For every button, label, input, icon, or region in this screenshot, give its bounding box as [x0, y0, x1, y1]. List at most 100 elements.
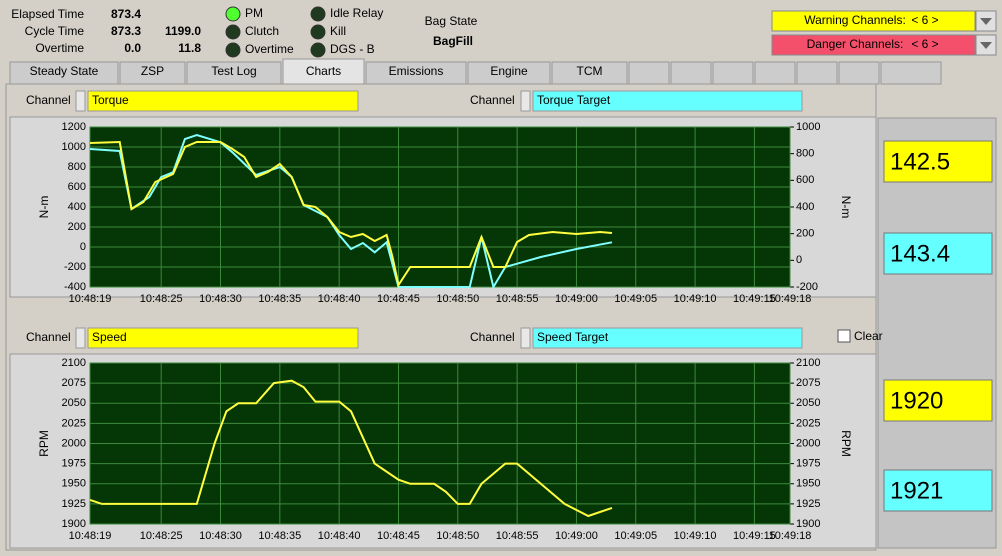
y-tick-label: 2050	[62, 397, 86, 409]
y2-tick-label: -200	[796, 281, 818, 293]
x-tick-label: 10:48:45	[377, 530, 420, 542]
status-value: 0.0	[124, 41, 141, 55]
y-tick-label: 2075	[62, 377, 86, 389]
x-tick-label: 10:49:18	[769, 293, 812, 305]
readout-box	[883, 140, 993, 183]
x-tick-label: 10:49:00	[555, 530, 598, 542]
x-tick-label: 10:49:15	[733, 530, 776, 542]
dropdown-arrow	[980, 42, 992, 49]
clear-label: Clear	[854, 329, 883, 343]
x-tick-label: 10:48:19	[69, 293, 112, 305]
x-tick-label: 10:48:35	[258, 530, 301, 542]
tab[interactable]	[551, 61, 628, 85]
y-tick-label: 1000	[62, 141, 86, 153]
led	[225, 42, 241, 58]
x-tick-label: 10:48:30	[199, 530, 242, 542]
y-axis-label: RPM	[37, 430, 51, 457]
readout-value: 1920	[890, 387, 943, 414]
alert-label: Warning Channels:	[804, 13, 906, 27]
tab[interactable]	[282, 58, 365, 85]
channel-spinner[interactable]	[520, 90, 531, 112]
x-tick-label: 10:49:18	[769, 530, 812, 542]
readout-value: 1921	[890, 477, 943, 504]
channel-field[interactable]	[87, 327, 359, 349]
y2-tick-label: 800	[796, 148, 814, 160]
tab[interactable]	[365, 61, 467, 85]
tab-empty	[838, 61, 880, 85]
y2-tick-label: 2050	[796, 397, 820, 409]
y2-tick-label: 2075	[796, 377, 820, 389]
led-label: Idle Relay	[330, 6, 383, 20]
readout-value: 143.4	[890, 240, 950, 267]
x-tick-label: 10:48:30	[199, 293, 242, 305]
readout-box	[883, 379, 993, 422]
led-label: DGS - B	[330, 42, 375, 56]
channel-label: Channel	[26, 330, 71, 344]
alert-value: < 6 >	[911, 37, 938, 51]
alert-box	[771, 34, 976, 56]
channel-label: Channel	[470, 93, 515, 107]
led-label: Overtime	[245, 42, 294, 56]
tab-label: Steady State	[30, 64, 99, 78]
readout-box	[883, 469, 993, 512]
x-tick-label: 10:49:00	[555, 293, 598, 305]
led	[225, 6, 241, 22]
tab-empty	[796, 61, 838, 85]
tab-label: Charts	[306, 64, 341, 78]
x-tick-label: 10:48:40	[318, 293, 361, 305]
status-value: 1199.0	[165, 24, 201, 38]
y-axis-label: N-m	[37, 196, 51, 219]
bag-state-label: Bag State	[425, 14, 478, 28]
x-tick-label: 10:48:25	[140, 530, 183, 542]
led	[225, 24, 241, 40]
tab-label: Engine	[490, 64, 528, 78]
y-tick-label: 1950	[62, 478, 86, 490]
tab[interactable]	[119, 61, 186, 85]
channel-value: Torque Target	[537, 93, 611, 107]
led	[310, 24, 326, 40]
tab-label: Test Log	[211, 64, 256, 78]
status-label: Overtime	[35, 41, 84, 55]
channel-spinner[interactable]	[75, 327, 86, 349]
channel-label: Channel	[470, 330, 515, 344]
y2-axis-label: RPM	[839, 430, 853, 457]
y2-tick-label: 2000	[796, 437, 820, 449]
channel-field[interactable]	[532, 90, 803, 112]
series-line	[89, 140, 613, 288]
y-tick-label: 1900	[62, 518, 86, 530]
x-tick-label: 10:48:55	[496, 293, 539, 305]
x-tick-label: 10:49:15	[733, 293, 776, 305]
tab[interactable]	[9, 61, 119, 85]
tab-label: Emissions	[389, 64, 444, 78]
led-label: Clutch	[245, 24, 279, 38]
tab[interactable]	[467, 61, 551, 85]
status-value: 873.4	[111, 7, 141, 21]
channel-spinner[interactable]	[520, 327, 531, 349]
clear-checkbox[interactable]	[837, 329, 851, 343]
dropdown-arrow	[980, 18, 992, 25]
channel-field[interactable]	[532, 327, 803, 349]
x-tick-label: 10:48:50	[436, 530, 479, 542]
y2-axis-label: N-m	[839, 196, 853, 219]
y-tick-label: 1925	[62, 498, 86, 510]
status-label: Cycle Time	[25, 24, 85, 38]
y2-tick-label: 0	[796, 254, 802, 266]
x-tick-label: 10:49:10	[674, 530, 717, 542]
channel-field[interactable]	[87, 90, 359, 112]
led-label: Kill	[330, 24, 346, 38]
tab-label: ZSP	[141, 64, 164, 78]
y-tick-label: 2025	[62, 417, 86, 429]
tab[interactable]	[186, 61, 282, 85]
x-tick-label: 10:48:19	[69, 530, 112, 542]
x-tick-label: 10:48:40	[318, 530, 361, 542]
readout-box	[883, 232, 993, 275]
y-tick-label: 2100	[62, 357, 86, 369]
alert-label: Danger Channels:	[807, 37, 904, 51]
y2-tick-label: 200	[796, 228, 814, 240]
status-value: 11.8	[178, 41, 201, 55]
y-tick-label: 2000	[62, 437, 86, 449]
y-tick-label: -400	[64, 281, 86, 293]
y-tick-label: 600	[68, 181, 86, 193]
channel-spinner[interactable]	[75, 90, 86, 112]
